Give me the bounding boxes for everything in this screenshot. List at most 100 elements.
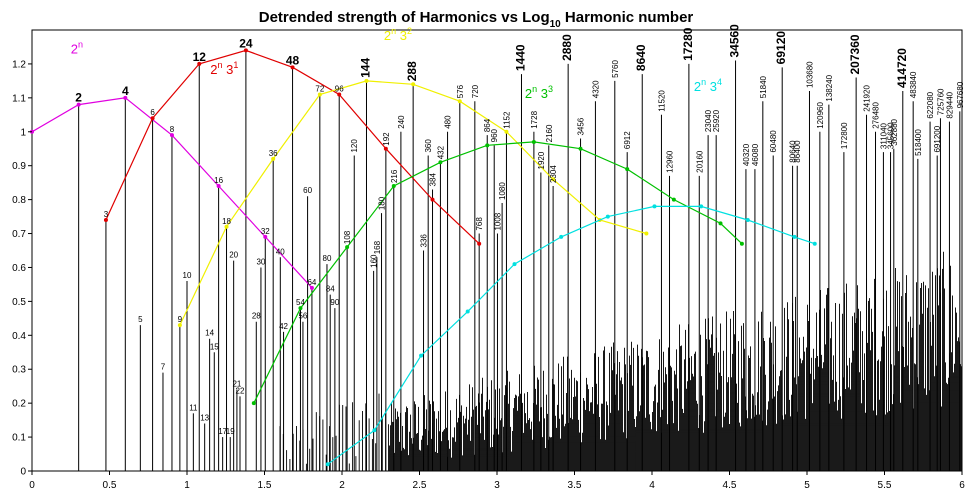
- harmonic-label-36: 36: [269, 149, 278, 158]
- harmonic-label-432: 432: [436, 145, 445, 159]
- harmonic-label-17: 17: [218, 427, 227, 436]
- harmonic-label-216: 216: [390, 169, 399, 183]
- harmonic-label-172800: 172800: [840, 122, 849, 149]
- harmonic-label-8640: 8640: [634, 44, 648, 71]
- x-tick-label-5.5: 5.5: [878, 480, 892, 491]
- harmonic-label-138240: 138240: [825, 74, 834, 101]
- series-point-3-6: [531, 139, 536, 144]
- series-point-4-1: [372, 428, 377, 433]
- y-tick-label-1: 1: [20, 127, 26, 138]
- series-point-2-2: [271, 156, 276, 161]
- harmonic-label-1920: 1920: [537, 151, 546, 169]
- series-point-3-5: [485, 143, 490, 148]
- series-point-3-8: [625, 167, 630, 172]
- series-point-4-4: [512, 262, 517, 267]
- harmonic-label-28: 28: [252, 312, 261, 321]
- harmonic-label-80: 80: [323, 254, 332, 263]
- harmonic-label-15: 15: [210, 342, 219, 351]
- harmonic-label-622080: 622080: [926, 91, 935, 118]
- x-tick-label-1: 1: [184, 480, 190, 491]
- harmonic-label-160: 160: [370, 254, 379, 268]
- harmonic-label-56: 56: [298, 312, 307, 321]
- harmonic-label-18: 18: [222, 217, 231, 226]
- harmonic-label-1152: 1152: [502, 111, 511, 129]
- series-point-4-11: [812, 241, 817, 246]
- harmonic-label-768: 768: [475, 217, 484, 231]
- harmonic-label-864: 864: [483, 118, 492, 132]
- harmonic-label-4320: 4320: [591, 80, 600, 98]
- y-tick-label-0.4: 0.4: [12, 331, 26, 342]
- harmonic-label-32: 32: [261, 227, 270, 236]
- harmonic-label-20160: 20160: [695, 150, 704, 173]
- x-tick-label-6: 6: [959, 480, 965, 491]
- series-point-1-4: [290, 65, 295, 70]
- harmonic-label-90: 90: [330, 298, 339, 307]
- harmonic-label-69120: 69120: [774, 31, 788, 65]
- series-point-0-4: [216, 184, 221, 189]
- axes: 0 0.5 1 1.5 2 2.5 3 3.5 4 4.5 5 5.5 600.10.20.30.40.…: [12, 59, 965, 491]
- y-tick-label-0.5: 0.5: [12, 297, 26, 308]
- series-point-1-1: [150, 116, 155, 121]
- harmonic-label-2: 2: [75, 91, 82, 105]
- y-tick-label-1.1: 1.1: [12, 93, 26, 104]
- harmonic-label-30: 30: [256, 257, 265, 266]
- harmonic-label-360: 360: [424, 139, 433, 153]
- harmonic-label-362880: 362880: [890, 118, 899, 145]
- x-tick-label-4.5: 4.5: [723, 480, 737, 491]
- harmonic-label-2304: 2304: [549, 165, 558, 183]
- harmonic-label-21: 21: [232, 380, 241, 389]
- harmonic-label-34560: 34560: [728, 24, 742, 58]
- harmonic-label-1008: 1008: [493, 212, 502, 230]
- series-point-3-2: [345, 245, 350, 250]
- harmonic-label-103680: 103680: [805, 61, 814, 88]
- x-tick-label-0: 0: [29, 480, 35, 491]
- harmonic-label-51840: 51840: [759, 75, 768, 98]
- series-point-3-11: [739, 241, 744, 246]
- y-tick-label-0.3: 0.3: [12, 365, 26, 376]
- y-tick-label-1.2: 1.2: [12, 59, 26, 70]
- harmonic-label-180: 180: [378, 196, 387, 210]
- series-point-2-6: [457, 99, 462, 104]
- series-point-1-3: [243, 48, 248, 53]
- series-point-3-9: [671, 197, 676, 202]
- harmonic-label-60: 60: [303, 186, 312, 195]
- harmonic-label-336: 336: [420, 234, 429, 248]
- series-point-2-0: [177, 323, 182, 328]
- harmonic-label-25920: 25920: [712, 109, 721, 132]
- series-point-4-8: [699, 204, 704, 209]
- harmonic-label-288: 288: [405, 61, 419, 81]
- harmonic-label-414720: 414720: [895, 48, 909, 88]
- harmonic-label-13: 13: [200, 414, 209, 423]
- harmonic-label-120960: 120960: [816, 102, 825, 129]
- chart-title: Detrended strength of Harmonics vs Log10…: [259, 9, 694, 30]
- series-point-4-5: [559, 234, 564, 239]
- harmonic-label-120: 120: [350, 139, 359, 153]
- harmonic-label-42: 42: [279, 322, 288, 331]
- harmonic-label-240: 240: [397, 115, 406, 129]
- series-point-0-2: [123, 95, 128, 100]
- highlighted-harmonic-lines: [78, 50, 961, 471]
- harmonic-label-1728: 1728: [530, 110, 539, 128]
- x-tick-label-5: 5: [804, 480, 810, 491]
- series-point-0-3: [169, 133, 174, 138]
- harmonic-label-22: 22: [236, 386, 245, 395]
- harmonic-label-6912: 6912: [623, 131, 632, 149]
- harmonic-label-6: 6: [150, 108, 155, 117]
- harmonic-label-10: 10: [183, 271, 192, 280]
- y-tick-label-0: 0: [20, 467, 26, 478]
- harmonic-label-1080: 1080: [498, 182, 507, 200]
- harmonic-label-20: 20: [229, 251, 238, 260]
- x-tick-label-3.5: 3.5: [568, 480, 582, 491]
- series-label-4: 2n 34: [694, 77, 722, 94]
- harmonic-label-11: 11: [189, 403, 198, 412]
- series-point-2-5: [411, 82, 416, 87]
- y-tick-label-0.9: 0.9: [12, 161, 26, 172]
- harmonic-label-11520: 11520: [657, 90, 666, 112]
- series-point-1-2: [197, 61, 202, 66]
- series-point-3-3: [391, 184, 396, 189]
- harmonic-label-16: 16: [214, 176, 223, 185]
- harmonic-label-72: 72: [315, 84, 324, 93]
- harmonic-label-960: 960: [490, 128, 499, 142]
- harmonic-label-46080: 46080: [751, 143, 760, 166]
- series-point-2-10: [644, 231, 649, 236]
